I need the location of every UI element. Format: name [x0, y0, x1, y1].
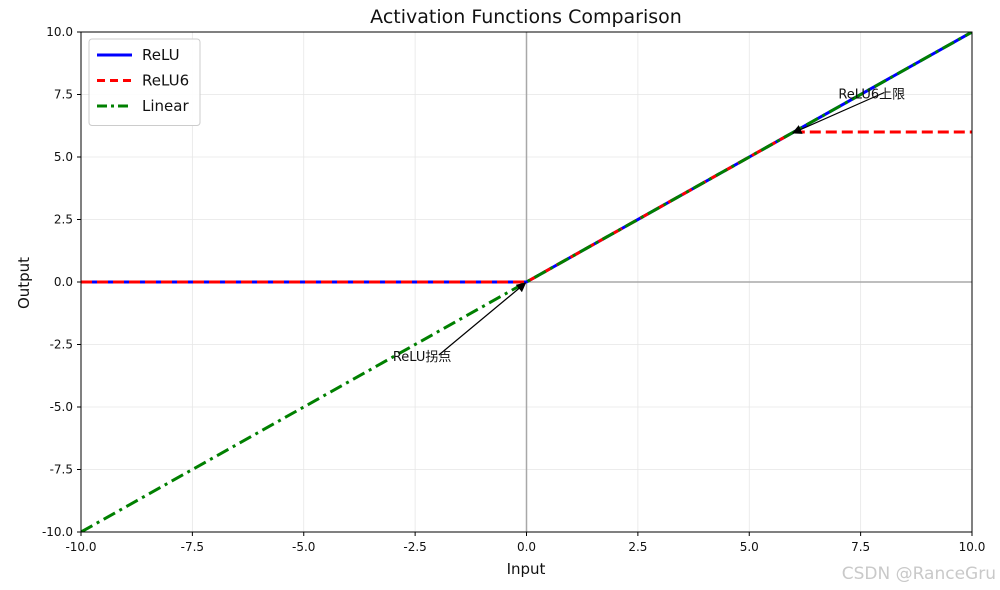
x-tick-label: -5.0: [292, 540, 315, 554]
x-tick-label: 7.5: [851, 540, 870, 554]
annotation-label: ReLU拐点: [393, 350, 452, 365]
y-tick-label: 2.5: [54, 213, 73, 227]
y-tick-label: 10.0: [46, 25, 73, 39]
y-tick-label: -10.0: [42, 525, 73, 539]
annotation-arrow: [438, 282, 527, 356]
legend-label-relu6: ReLU6: [142, 72, 189, 90]
x-tick-label: 5.0: [740, 540, 759, 554]
x-axis-label: Input: [507, 560, 546, 578]
y-tick-label: -5.0: [50, 400, 73, 414]
ticks: -10.0 -7.5 -5.0 -2.5 0.0 2.5 5.0 7.5 10.0 -10.0 -7…: [42, 25, 985, 554]
legend-label-relu: ReLU: [142, 46, 180, 64]
x-tick-label: -10.0: [65, 540, 96, 554]
annotation-label: ReLU6上限: [838, 88, 905, 103]
x-tick-label: -7.5: [181, 540, 204, 554]
series-line-relu6: [81, 130, 972, 284]
legend-label-linear: Linear: [142, 97, 189, 115]
series-group: [81, 32, 972, 532]
x-tick-label: 0.0: [517, 540, 536, 554]
annotations: ReLU拐点 ReLU6上限: [393, 88, 905, 366]
x-tick-label: 10.0: [959, 540, 986, 554]
y-tick-label: -7.5: [50, 463, 73, 477]
y-axis-label: Output: [15, 257, 33, 309]
x-tick-label: 2.5: [628, 540, 647, 554]
watermark: CSDN @RanceGru: [841, 564, 996, 584]
y-tick-label: -2.5: [50, 338, 73, 352]
legend-box: [88, 38, 201, 126]
y-tick-label: 0.0: [54, 275, 73, 289]
x-tick-label: -2.5: [403, 540, 426, 554]
chart-title: Activation Functions Comparison: [370, 6, 682, 28]
y-tick-label: 5.0: [54, 150, 73, 164]
y-tick-label: 7.5: [54, 88, 73, 102]
annotation-arrow: [791, 91, 885, 134]
legend: ReLU ReLU6 Linear: [88, 38, 201, 126]
series-line-linear: [81, 32, 972, 532]
